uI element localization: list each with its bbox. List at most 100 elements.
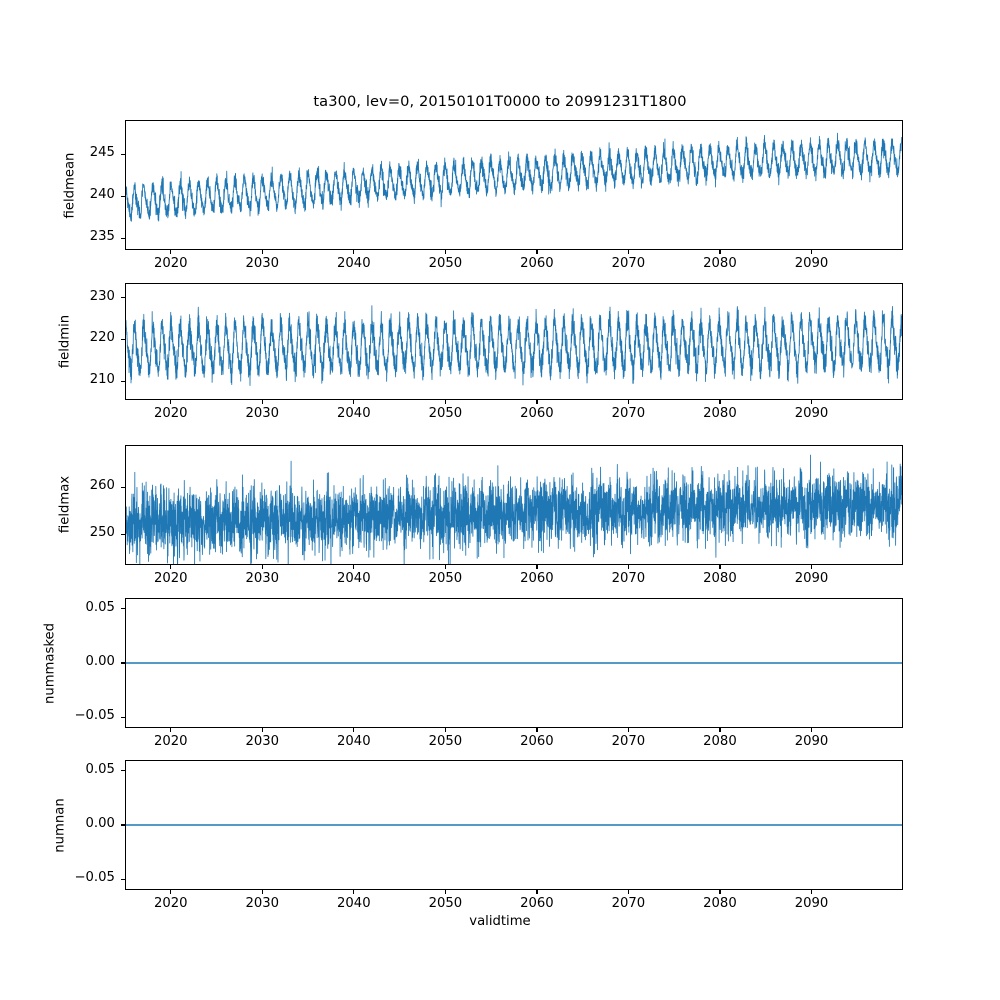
y-tick-mark bbox=[120, 195, 125, 197]
x-tick-mark bbox=[810, 250, 813, 255]
x-tick-mark bbox=[627, 565, 630, 570]
x-tick-mark bbox=[536, 565, 538, 570]
x-tick-mark bbox=[444, 250, 446, 255]
x-tick-label: 2090 bbox=[794, 896, 829, 911]
x-tick-mark bbox=[261, 400, 263, 405]
data-line-numnan bbox=[126, 761, 902, 889]
x-tick-label: 2090 bbox=[794, 256, 829, 271]
x-tick-label: 2040 bbox=[337, 734, 371, 749]
x-tick-mark bbox=[444, 565, 446, 570]
y-tick-mark bbox=[120, 608, 125, 610]
x-tick-mark bbox=[444, 728, 446, 733]
x-tick-mark bbox=[353, 728, 355, 733]
data-line-fieldmean bbox=[126, 121, 902, 249]
y-axis-label-fieldmax: fieldmax bbox=[57, 475, 73, 534]
x-tick-label: 2050 bbox=[428, 734, 463, 749]
x-tick-mark bbox=[170, 565, 172, 570]
x-tick-label: 2020 bbox=[153, 256, 188, 271]
plot-axes-fieldmean bbox=[125, 120, 903, 250]
x-tick-label: 2020 bbox=[153, 406, 188, 421]
y-tick-label: 235 bbox=[89, 229, 115, 245]
x-tick-label: 2070 bbox=[611, 896, 646, 911]
x-tick-mark bbox=[536, 890, 538, 895]
y-tick-mark bbox=[120, 237, 125, 239]
x-tick-label: 2070 bbox=[611, 406, 646, 421]
x-tick-label: 2050 bbox=[428, 571, 463, 586]
x-tick-mark bbox=[353, 565, 355, 570]
x-tick-label: 2060 bbox=[520, 896, 554, 911]
x-tick-mark bbox=[170, 890, 172, 895]
y-tick-mark bbox=[120, 770, 125, 772]
x-tick-label: 2070 bbox=[611, 256, 646, 271]
y-tick-mark bbox=[120, 338, 125, 341]
y-tick-label: 250 bbox=[89, 525, 115, 541]
figure-title: ta300, lev=0, 20150101T0000 to 20991231T… bbox=[313, 93, 687, 110]
x-tick-mark bbox=[810, 890, 813, 895]
x-tick-mark bbox=[444, 400, 446, 405]
y-tick-mark bbox=[120, 153, 125, 156]
x-tick-label: 2040 bbox=[337, 571, 371, 586]
y-tick-label: 240 bbox=[89, 187, 115, 203]
y-tick-mark bbox=[120, 486, 125, 488]
x-tick-mark bbox=[719, 565, 721, 570]
x-tick-label: 2060 bbox=[520, 734, 554, 749]
plot-axes-fieldmax bbox=[125, 445, 903, 565]
y-tick-mark bbox=[120, 380, 125, 382]
y-tick-label: 0.00 bbox=[85, 816, 115, 831]
x-tick-label: 2030 bbox=[245, 734, 280, 749]
x-tick-label: 2030 bbox=[245, 571, 280, 586]
y-tick-label: 245 bbox=[89, 145, 115, 161]
x-tick-mark bbox=[536, 250, 538, 255]
x-tick-label: 2040 bbox=[337, 406, 371, 421]
x-tick-label: 2050 bbox=[428, 896, 463, 911]
data-line-nummasked bbox=[126, 599, 902, 727]
y-tick-label: 0.05 bbox=[85, 599, 115, 615]
y-tick-label: 220 bbox=[89, 330, 115, 346]
x-tick-mark bbox=[810, 400, 813, 405]
plot-axes-numnan bbox=[125, 760, 903, 890]
x-tick-mark bbox=[536, 728, 538, 733]
x-tick-mark bbox=[170, 728, 172, 733]
plot-axes-fieldmin bbox=[125, 283, 903, 400]
x-tick-label: 2080 bbox=[703, 896, 737, 911]
x-tick-label: 2040 bbox=[337, 896, 371, 911]
x-tick-mark bbox=[810, 728, 813, 733]
data-line-fieldmax bbox=[126, 446, 902, 564]
x-tick-mark bbox=[719, 890, 721, 895]
x-tick-mark bbox=[353, 890, 355, 895]
y-tick-mark bbox=[120, 297, 125, 299]
y-tick-label: 210 bbox=[89, 372, 115, 388]
x-tick-label: 2030 bbox=[245, 896, 280, 911]
x-tick-label: 2050 bbox=[428, 256, 463, 271]
y-tick-label: 230 bbox=[89, 288, 115, 304]
x-tick-label: 2060 bbox=[520, 406, 554, 421]
x-tick-mark bbox=[719, 400, 721, 405]
x-tick-label: 2090 bbox=[794, 734, 829, 749]
x-tick-mark bbox=[353, 250, 355, 255]
x-tick-label: 2070 bbox=[611, 734, 646, 749]
plot-axes-nummasked bbox=[125, 598, 903, 728]
x-tick-label: 2020 bbox=[153, 734, 188, 749]
x-tick-label: 2080 bbox=[703, 406, 737, 421]
y-tick-label: 0.05 bbox=[85, 761, 115, 777]
data-line-fieldmin bbox=[126, 284, 902, 399]
x-tick-mark bbox=[810, 565, 813, 570]
x-tick-mark bbox=[261, 890, 263, 895]
x-tick-mark bbox=[170, 250, 172, 255]
x-tick-label: 2050 bbox=[428, 406, 463, 421]
y-tick-label: −0.05 bbox=[74, 870, 115, 886]
y-tick-label: 260 bbox=[89, 478, 115, 494]
x-tick-mark bbox=[536, 400, 538, 405]
x-tick-label: 2090 bbox=[794, 571, 829, 586]
x-tick-label: 2090 bbox=[794, 406, 829, 421]
x-tick-mark bbox=[627, 890, 630, 895]
x-tick-label: 2080 bbox=[703, 571, 737, 586]
x-tick-mark bbox=[261, 250, 263, 255]
x-tick-label: 2030 bbox=[245, 406, 280, 421]
x-tick-label: 2060 bbox=[520, 256, 554, 271]
x-tick-label: 2080 bbox=[703, 734, 737, 749]
y-tick-label: −0.05 bbox=[74, 708, 115, 724]
x-tick-label: 2020 bbox=[153, 896, 188, 911]
x-tick-mark bbox=[261, 728, 263, 733]
